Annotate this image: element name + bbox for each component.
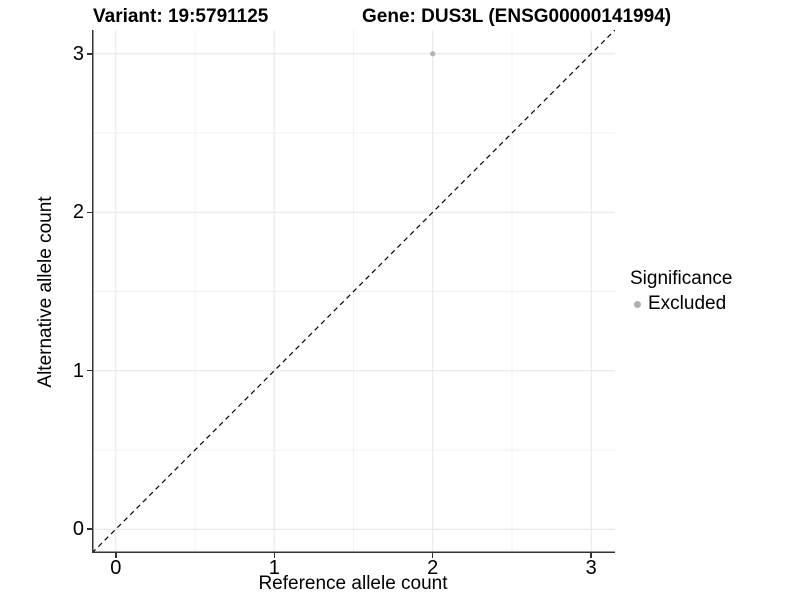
data-point bbox=[430, 51, 436, 57]
y-tick-label: 0 bbox=[72, 518, 84, 541]
y-tick-mark bbox=[87, 53, 92, 55]
y-axis-title: Alternative allele count bbox=[35, 196, 56, 388]
x-tick-label: 3 bbox=[585, 557, 597, 579]
x-axis-title: Reference allele count bbox=[258, 573, 448, 594]
y-tick-mark bbox=[87, 211, 92, 213]
x-tick-mark bbox=[115, 553, 117, 558]
legend-entry-label: Excluded bbox=[648, 293, 727, 314]
x-tick-mark bbox=[431, 553, 434, 558]
y-tick-mark bbox=[87, 369, 92, 372]
y-tick-label: 2 bbox=[72, 201, 84, 224]
x-tick-label: 0 bbox=[110, 557, 122, 579]
variant-title: Variant: 19:5791125 bbox=[93, 6, 269, 27]
legend-point-icon bbox=[634, 300, 641, 308]
legend-title: Significance bbox=[630, 268, 733, 289]
gene-title: Gene: DUS3L (ENSG00000141994) bbox=[362, 6, 672, 27]
x-tick-mark bbox=[590, 553, 592, 558]
plot-panel bbox=[92, 30, 615, 553]
y-tick-mark bbox=[87, 528, 92, 530]
x-tick-mark bbox=[273, 553, 275, 558]
y-tick-label: 3 bbox=[72, 42, 84, 65]
y-tick-label: 1 bbox=[72, 359, 84, 382]
legend: Significance Excluded bbox=[630, 268, 732, 315]
legend-entry: Excluded bbox=[630, 293, 732, 315]
identity-reference-line bbox=[92, 30, 615, 553]
x-tick-label: 1 bbox=[268, 557, 280, 579]
x-tick-label: 2 bbox=[427, 557, 439, 579]
